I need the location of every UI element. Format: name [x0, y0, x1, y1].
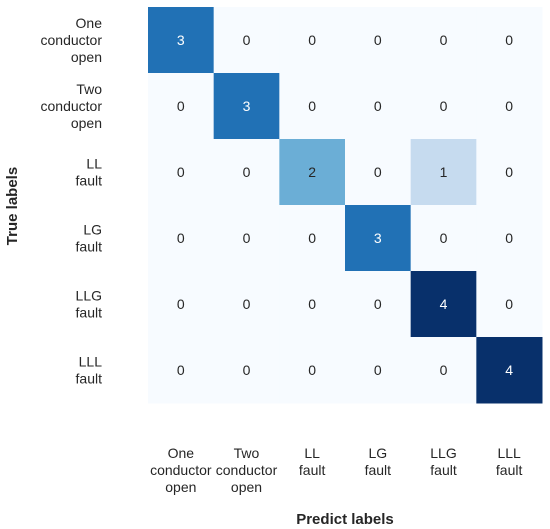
x-tick-label-3: LG fault — [365, 445, 392, 478]
heatmap-cell-r5-c5 — [476, 337, 543, 404]
heatmap-cell-r4-c4 — [410, 271, 477, 338]
x-tick-label-1: Two conductor open — [216, 445, 278, 495]
heatmap-cell-r5-c0 — [148, 337, 215, 404]
cell-value-r0-c0: 3 — [177, 32, 185, 48]
cell-value-r5-c5: 4 — [505, 362, 513, 378]
heatmap-cell-r4-c2 — [279, 271, 346, 338]
cell-value-r3-c4: 0 — [440, 230, 448, 246]
x-tick-label-0: One conductor open — [150, 445, 212, 495]
cell-value-r0-c4: 0 — [440, 32, 448, 48]
heatmap-cell-r0-c5 — [476, 7, 543, 74]
heatmap-cell-r2-c3 — [345, 139, 412, 206]
heatmap-cell-r4-c5 — [476, 271, 543, 338]
cell-value-r4-c4: 4 — [440, 296, 448, 312]
cell-value-r5-c0: 0 — [177, 362, 185, 378]
heatmap-cell-r1-c5 — [476, 73, 543, 140]
cell-value-r5-c2: 0 — [308, 362, 316, 378]
heatmap-cell-r5-c2 — [279, 337, 346, 404]
heatmap-cell-r3-c0 — [148, 205, 215, 272]
cell-value-r0-c2: 0 — [308, 32, 316, 48]
cell-value-r0-c1: 0 — [243, 32, 251, 48]
y-tick-label-1: Two conductor open — [41, 81, 103, 131]
cell-value-r3-c2: 0 — [308, 230, 316, 246]
y-tick-label-4: LLG fault — [76, 288, 103, 321]
cell-value-r3-c5: 0 — [505, 230, 513, 246]
heatmap-cell-r5-c3 — [345, 337, 412, 404]
cell-value-r3-c1: 0 — [243, 230, 251, 246]
x-axis-title: Predict labels — [296, 511, 394, 528]
heatmap-cell-r0-c1 — [213, 7, 280, 74]
cell-value-r0-c3: 0 — [374, 32, 382, 48]
cell-value-r2-c2: 2 — [308, 164, 316, 180]
heatmap-cell-r1-c1 — [213, 73, 280, 140]
cell-value-r5-c3: 0 — [374, 362, 382, 378]
heatmap-cell-r3-c2 — [279, 205, 346, 272]
cell-value-r0-c5: 0 — [505, 32, 513, 48]
heatmap-cell-r1-c2 — [279, 73, 346, 140]
heatmap-cell-r3-c4 — [410, 205, 477, 272]
heatmap-cell-r2-c4 — [410, 139, 477, 206]
x-tick-label-5: LLL fault — [496, 445, 523, 478]
cell-value-r4-c0: 0 — [177, 296, 185, 312]
heatmap-cell-r4-c0 — [148, 271, 215, 338]
heatmap-cell-r3-c1 — [213, 205, 280, 272]
y-tick-label-5: LLL fault — [76, 354, 103, 387]
y-tick-label-2: LL fault — [76, 156, 103, 189]
cell-value-r2-c3: 0 — [374, 164, 382, 180]
y-tick-labels: One conductor open Two conductor open LL fault L… — [41, 15, 103, 387]
cell-value-r4-c3: 0 — [374, 296, 382, 312]
cell-value-r2-c5: 0 — [505, 164, 513, 180]
heatmap-cell-r5-c4 — [410, 337, 477, 404]
heatmap-cell-r0-c0 — [148, 7, 215, 74]
heatmap-cell-r4-c3 — [345, 271, 412, 338]
cell-value-r2-c4: 1 — [440, 164, 448, 180]
heatmap-cell-r3-c5 — [476, 205, 543, 272]
cell-value-r1-c0: 0 — [177, 98, 185, 114]
heatmap-cell-r1-c4 — [410, 73, 477, 140]
heatmap-cell-r0-c3 — [345, 7, 412, 74]
cell-value-r1-c4: 0 — [440, 98, 448, 114]
heatmap-cell-r2-c5 — [476, 139, 543, 206]
y-tick-label-0: One conductor open — [41, 15, 103, 65]
heatmap-cell-r0-c4 — [410, 7, 477, 74]
x-tick-label-4: LLG fault — [430, 445, 457, 478]
cell-value-r1-c2: 0 — [308, 98, 316, 114]
cell-value-r1-c5: 0 — [505, 98, 513, 114]
heatmap-cell-r5-c1 — [213, 337, 280, 404]
heatmap-cell-r1-c3 — [345, 73, 412, 140]
heatmap-cell-r1-c0 — [148, 73, 215, 140]
heatmap-cell-r2-c2 — [279, 139, 346, 206]
y-tick-label-3: LG fault — [76, 222, 103, 255]
cell-value-r3-c3: 3 — [374, 230, 382, 246]
cell-value-r5-c1: 0 — [243, 362, 251, 378]
x-tick-label-2: LL fault — [299, 445, 326, 478]
cell-value-r5-c4: 0 — [440, 362, 448, 378]
cell-value-r2-c0: 0 — [177, 164, 185, 180]
cell-value-r4-c1: 0 — [243, 296, 251, 312]
heatmap-cell-r3-c3 — [345, 205, 412, 272]
cell-value-r3-c0: 0 — [177, 230, 185, 246]
cell-value-r1-c3: 0 — [374, 98, 382, 114]
heatmap-cell-r0-c2 — [279, 7, 346, 74]
cell-value-r1-c1: 3 — [243, 98, 251, 114]
cell-value-r4-c5: 0 — [505, 296, 513, 312]
heatmap-cell-r2-c0 — [148, 139, 215, 206]
heatmap-cell-r4-c1 — [213, 271, 280, 338]
heatmap-cell-r2-c1 — [213, 139, 280, 206]
cell-value-r2-c1: 0 — [243, 164, 251, 180]
cell-value-r4-c2: 0 — [308, 296, 316, 312]
heatmap-cells: 3 0 0 0 0 0 0 3 0 0 0 0 0 0 2 0 1 0 0 0 0 3 0 0 0 0 0 0 4 0 0 0 0 0 0 4 — [148, 7, 543, 404]
y-axis-title: True labels — [4, 167, 21, 245]
